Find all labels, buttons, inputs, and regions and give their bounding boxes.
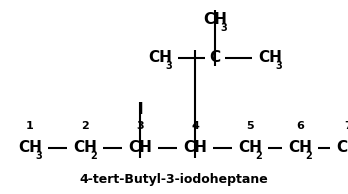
Text: 2: 2 (306, 151, 313, 161)
Text: 7: 7 (344, 121, 348, 131)
Text: CH: CH (73, 140, 97, 156)
Text: 4: 4 (191, 121, 199, 131)
Text: 3: 3 (35, 151, 42, 161)
Text: CH: CH (18, 140, 42, 156)
Text: C: C (209, 50, 221, 66)
Text: I: I (137, 102, 143, 118)
Text: 3: 3 (136, 121, 144, 131)
Text: CH: CH (258, 50, 282, 66)
Text: CH: CH (128, 140, 152, 156)
Text: 2: 2 (90, 151, 97, 161)
Text: 2: 2 (81, 121, 89, 131)
Text: 4-tert-Butyl-3-iodoheptane: 4-tert-Butyl-3-iodoheptane (80, 173, 268, 186)
Text: CH: CH (203, 12, 227, 28)
Text: 1: 1 (26, 121, 34, 131)
Text: CH: CH (148, 50, 172, 66)
Text: 6: 6 (296, 121, 304, 131)
Text: CH: CH (288, 140, 312, 156)
Text: 3: 3 (276, 61, 282, 71)
Text: 3: 3 (166, 61, 172, 71)
Text: 2: 2 (256, 151, 262, 161)
Text: 3: 3 (221, 23, 227, 33)
Text: 5: 5 (246, 121, 254, 131)
Text: CH: CH (238, 140, 262, 156)
Text: CH: CH (336, 140, 348, 156)
Text: CH: CH (183, 140, 207, 156)
